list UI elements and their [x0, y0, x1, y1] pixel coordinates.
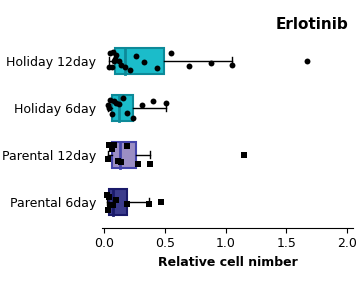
Point	[111, 59, 117, 63]
Bar	[115, 48, 164, 74]
Bar	[109, 189, 127, 215]
Point	[105, 157, 111, 162]
Point	[110, 202, 116, 207]
Point	[111, 142, 117, 147]
Point	[118, 160, 124, 165]
Point	[241, 152, 247, 157]
Point	[106, 143, 112, 148]
Bar	[112, 95, 134, 121]
Point	[124, 202, 130, 206]
Point	[229, 63, 235, 67]
Point	[104, 193, 110, 197]
Point	[116, 58, 122, 63]
Point	[114, 197, 119, 202]
Point	[208, 60, 214, 65]
Text: Erlotinib: Erlotinib	[275, 18, 348, 32]
Point	[106, 194, 112, 199]
Point	[127, 67, 133, 72]
Point	[154, 66, 159, 70]
Point	[186, 63, 192, 68]
Point	[105, 102, 111, 107]
Point	[133, 54, 139, 58]
Point	[131, 115, 136, 120]
Point	[107, 51, 113, 55]
Point	[107, 202, 113, 207]
Point	[106, 64, 112, 69]
Point	[115, 159, 120, 163]
Point	[109, 112, 115, 117]
X-axis label: Relative cell nimber: Relative cell nimber	[158, 256, 297, 269]
Point	[168, 51, 174, 55]
Point	[106, 105, 112, 110]
Point	[116, 102, 122, 107]
Bar	[112, 142, 136, 168]
Point	[146, 201, 152, 206]
Point	[114, 100, 119, 105]
Point	[114, 53, 119, 58]
Point	[163, 101, 169, 105]
Point	[120, 95, 126, 100]
Point	[147, 161, 153, 166]
Point	[111, 98, 117, 103]
Point	[150, 98, 156, 103]
Point	[135, 161, 141, 166]
Point	[105, 208, 111, 212]
Point	[139, 103, 145, 107]
Point	[124, 111, 130, 115]
Point	[112, 56, 118, 61]
Point	[142, 60, 147, 65]
Point	[110, 50, 116, 55]
Point	[109, 65, 115, 69]
Point	[107, 98, 113, 102]
Point	[122, 65, 128, 70]
Point	[118, 63, 124, 67]
Point	[109, 147, 115, 152]
Point	[158, 199, 164, 204]
Point	[124, 144, 130, 149]
Point	[304, 59, 310, 63]
